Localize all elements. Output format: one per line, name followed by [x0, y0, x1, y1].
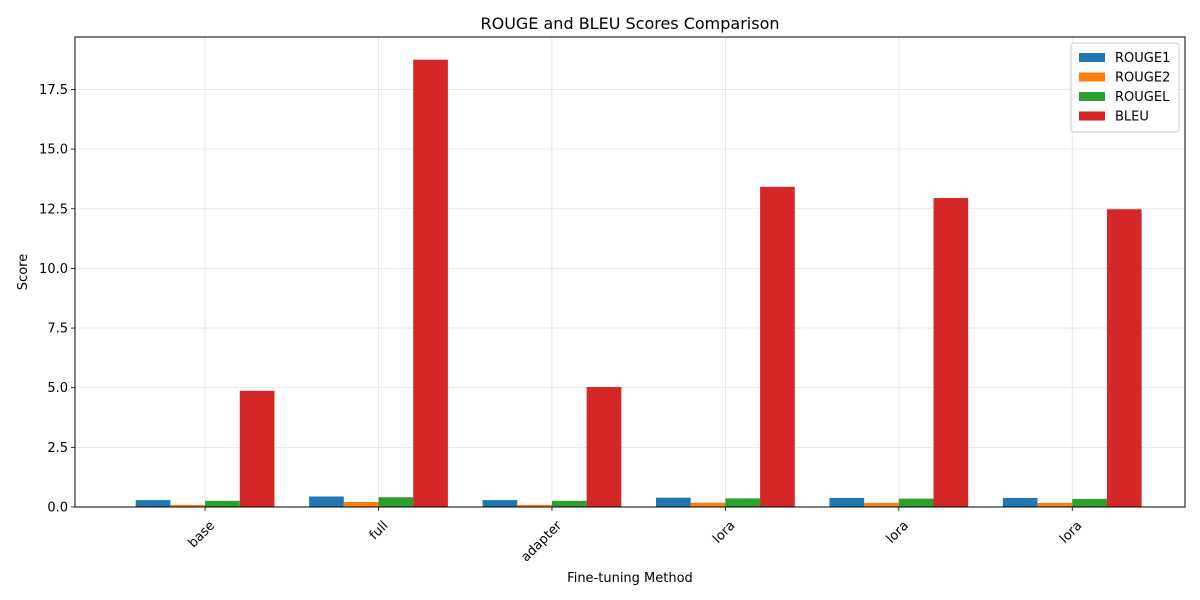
bar-rouge1-lora	[1002, 497, 1038, 507]
bar-rouge2-lora	[1037, 502, 1073, 507]
y-tick-label: 7.5	[47, 322, 68, 337]
y-tick-label: 10.0	[39, 262, 68, 277]
bar-rougel-base	[205, 500, 240, 507]
y-tick-label: 2.5	[47, 441, 68, 456]
y-tick-label: 5.0	[47, 381, 68, 396]
bar-rouge2-base	[170, 504, 206, 507]
grid-lines	[75, 37, 1185, 508]
legend-swatch-rougel	[1079, 92, 1105, 101]
y-tick-label: 0.0	[47, 501, 68, 516]
y-tick-label: 17.5	[39, 83, 68, 98]
legend-swatch-bleu	[1079, 111, 1105, 121]
legend-swatch-rouge1	[1079, 53, 1105, 62]
bars	[135, 59, 1142, 508]
bar-bleu-base	[239, 390, 275, 507]
chart-title: ROUGE and BLEU Scores Comparison	[480, 14, 779, 33]
x-tick-label: lora	[1057, 518, 1085, 546]
x-tick-label: full	[367, 518, 392, 543]
legend-swatch-rouge2	[1079, 72, 1105, 82]
bar-rouge1-base	[135, 500, 171, 507]
bar-rouge2-lora	[864, 502, 899, 507]
bar-bleu-full	[413, 59, 448, 507]
bar-rougel-lora	[1072, 498, 1107, 507]
legend-frame	[1070, 42, 1180, 133]
y-axis-ticks: 0.0 2.5 5.0 7.5 10.0 12.5 15.0 17.5	[39, 83, 75, 516]
x-axis-ticks: base full adapter lora lora lora	[186, 507, 1085, 565]
x-tick-label: adapter	[518, 518, 565, 565]
y-tick-label: 12.5	[39, 202, 68, 217]
bar-rougel-lora	[898, 498, 934, 507]
bar-rouge1-lora	[656, 497, 691, 507]
bar-rouge1-lora	[829, 497, 865, 507]
legend-label-rougel: ROUGEL	[1115, 90, 1170, 105]
plot-frame	[74, 36, 1186, 508]
bar-rouge2-adapter	[517, 504, 552, 507]
x-axis-label: Fine-tuning Method	[567, 571, 693, 586]
bar-bleu-adapter	[586, 386, 622, 507]
bar-rouge2-lora	[690, 502, 726, 507]
bar-bleu-lora	[933, 198, 969, 508]
y-tick-label: 15.0	[39, 143, 68, 158]
bar-rougel-lora	[725, 498, 761, 507]
bar-rouge2-full	[343, 501, 379, 507]
bar-rouge1-full	[309, 496, 344, 507]
x-tick-label: base	[186, 518, 219, 551]
y-axis-label: Score	[16, 254, 31, 290]
bar-rougel-adapter	[551, 500, 587, 507]
bar-rougel-full	[378, 497, 414, 507]
bar-bleu-lora	[760, 186, 795, 508]
legend-label-rouge1: ROUGE1	[1115, 51, 1170, 66]
bar-rouge1-adapter	[482, 500, 518, 507]
legend: ROUGE1 ROUGE2 ROUGEL BLEU	[1070, 42, 1180, 133]
bar-bleu-lora	[1106, 209, 1142, 507]
legend-label-rouge2: ROUGE2	[1115, 71, 1170, 86]
x-tick-label: lora	[710, 518, 738, 546]
x-tick-label: lora	[884, 518, 912, 546]
legend-label-bleu: BLEU	[1115, 110, 1149, 125]
